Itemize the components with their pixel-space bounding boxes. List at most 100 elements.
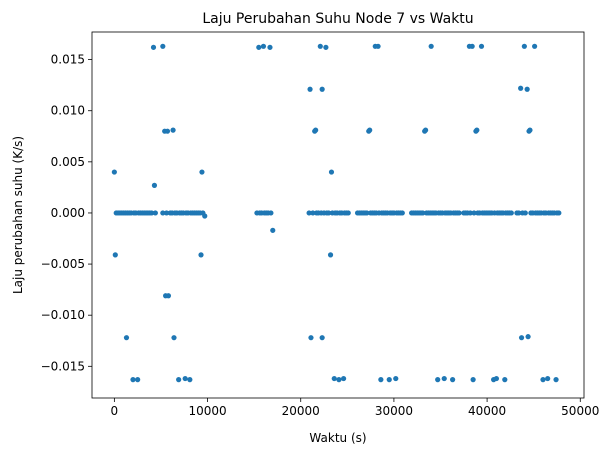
y-tick-label: 0.010 — [51, 104, 85, 118]
data-point — [456, 210, 462, 216]
y-tick-label: 0.015 — [51, 53, 85, 67]
data-point — [163, 210, 170, 216]
data-point — [540, 377, 546, 383]
data-point — [378, 377, 384, 383]
data-point — [111, 169, 117, 175]
data-point — [516, 210, 522, 216]
data-point — [187, 377, 193, 383]
data-point — [525, 334, 531, 340]
data-point — [326, 210, 332, 216]
data-point — [367, 127, 373, 133]
data-point — [386, 377, 392, 383]
data-point — [518, 335, 525, 341]
data-point — [149, 210, 155, 216]
y-tick-label: −0.005 — [41, 257, 85, 271]
data-point — [319, 86, 325, 92]
data-point — [435, 377, 441, 383]
data-point — [160, 210, 166, 216]
data-point — [112, 252, 118, 258]
data-point — [135, 377, 141, 383]
x-tick-label: 40000 — [468, 404, 506, 418]
chart-title: Laju Perubahan Suhu Node 7 vs Waktu — [202, 11, 473, 27]
data-point — [323, 44, 329, 50]
data-point — [508, 210, 514, 216]
data-point — [260, 43, 267, 49]
x-tick-label: 50000 — [561, 404, 599, 418]
data-point — [471, 210, 477, 216]
data-point — [202, 213, 208, 219]
data-point — [317, 43, 323, 49]
data-point — [393, 375, 399, 382]
data-point — [345, 210, 351, 216]
x-tick-label: 30000 — [375, 404, 413, 418]
data-point — [151, 182, 158, 188]
y-axis-ticks: −0.015 −0.010 −0.005 0.000 0.005 0.010 0.015 — [41, 53, 92, 373]
x-tick-label: 20000 — [282, 404, 320, 418]
data-point — [319, 335, 325, 341]
data-point — [130, 377, 136, 383]
y-axis-label: Laju perubahan suhu (K/s) — [11, 136, 25, 294]
data-point — [152, 210, 158, 216]
data-point — [518, 85, 524, 91]
data-points — [111, 43, 562, 383]
y-tick-label: 0.005 — [51, 155, 85, 169]
data-point — [502, 377, 508, 383]
data-point — [467, 210, 473, 216]
data-point — [450, 377, 456, 383]
data-point — [198, 252, 204, 258]
data-point — [441, 375, 447, 382]
plot-frame — [91, 31, 585, 399]
y-tick-label: 0.000 — [51, 206, 85, 220]
data-point — [399, 210, 405, 216]
data-point — [328, 169, 335, 175]
data-point — [199, 169, 205, 175]
x-tick-label: 0 — [111, 404, 119, 418]
data-point — [478, 43, 485, 49]
data-point — [182, 375, 188, 382]
data-point — [331, 375, 337, 382]
data-point — [545, 375, 551, 382]
data-point — [310, 210, 316, 216]
data-point — [532, 43, 538, 49]
data-point — [171, 335, 177, 341]
data-point — [150, 44, 157, 50]
data-point — [470, 377, 476, 383]
data-point — [267, 44, 273, 50]
data-point — [256, 44, 262, 50]
data-point — [164, 128, 171, 134]
data-point — [268, 210, 274, 216]
data-point — [420, 210, 426, 216]
data-point — [527, 127, 533, 133]
data-point — [524, 86, 530, 92]
data-point — [327, 252, 334, 258]
data-point — [340, 375, 347, 382]
x-axis-label: Waktu (s) — [309, 431, 366, 445]
data-point — [469, 43, 475, 49]
data-point — [375, 43, 381, 49]
data-point — [307, 86, 313, 92]
data-point — [270, 227, 276, 233]
x-tick-label: 10000 — [188, 404, 226, 418]
data-point — [364, 210, 370, 216]
data-point — [474, 127, 480, 133]
x-axis-ticks: 0 10000 20000 30000 40000 50000 — [111, 398, 599, 418]
data-point — [493, 375, 500, 382]
data-point — [522, 210, 528, 216]
data-point — [336, 377, 342, 383]
data-point — [422, 127, 429, 133]
data-point — [556, 210, 562, 216]
data-point — [123, 335, 130, 341]
data-point — [308, 335, 314, 341]
data-point — [170, 127, 176, 133]
data-point — [428, 43, 434, 49]
data-point — [306, 210, 312, 216]
data-point — [176, 377, 182, 383]
data-point — [165, 293, 172, 299]
data-point — [553, 377, 559, 383]
y-tick-label: −0.010 — [41, 308, 85, 322]
data-point — [313, 127, 319, 133]
y-tick-label: −0.015 — [41, 359, 85, 373]
data-point — [160, 43, 166, 49]
